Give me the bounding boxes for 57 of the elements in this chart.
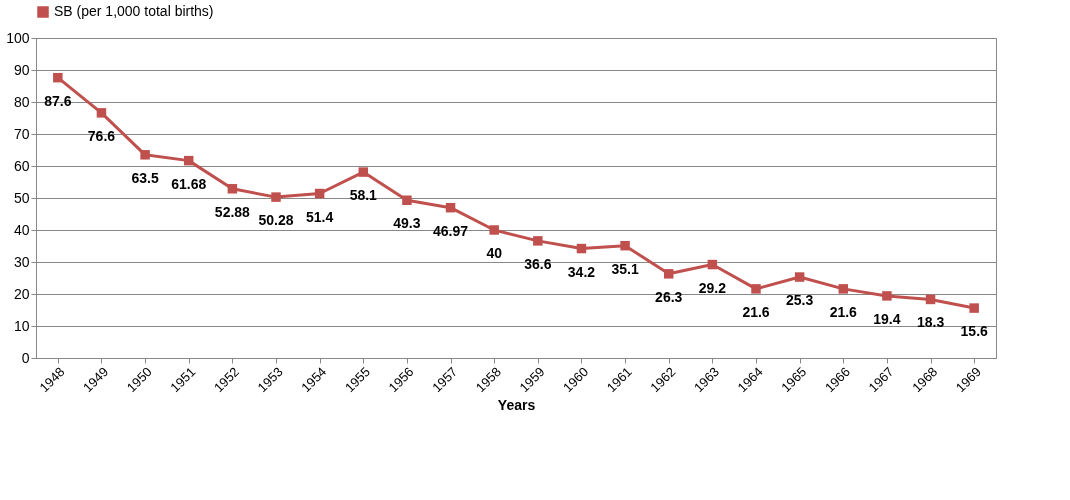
point xyxy=(183,155,194,166)
data-label: 51.4 xyxy=(306,208,334,225)
data-label: 18.3 xyxy=(916,314,945,331)
y-tick-label: 10 xyxy=(13,317,30,334)
data-label: 61.68 xyxy=(171,175,207,192)
point xyxy=(227,184,238,194)
data-label: 19.4 xyxy=(873,310,901,327)
point xyxy=(533,236,543,246)
point xyxy=(96,108,107,118)
point xyxy=(925,294,936,305)
y-tick-label: 50 xyxy=(13,189,30,206)
data-label: 49.3 xyxy=(393,215,421,232)
point xyxy=(53,72,63,83)
point xyxy=(663,269,674,279)
y-tick-label: 100 xyxy=(6,29,30,46)
point xyxy=(838,284,849,294)
data-label: 46.97 xyxy=(433,222,469,239)
x-axis-title: Years xyxy=(497,397,536,414)
y-tick-label: 80 xyxy=(13,93,30,110)
point xyxy=(620,240,630,251)
point xyxy=(271,192,281,202)
y-tick-label: 60 xyxy=(13,157,30,174)
y-tick-label: 0 xyxy=(21,349,30,366)
y-tick-label: 30 xyxy=(13,253,30,270)
data-label: 50.28 xyxy=(258,212,294,229)
data-label: 52.88 xyxy=(214,203,251,220)
data-label: 21.6 xyxy=(742,303,770,320)
data-label: 76.6 xyxy=(87,127,116,144)
data-label: 29.2 xyxy=(698,279,727,296)
point xyxy=(882,291,892,301)
data-label: 21.6 xyxy=(829,303,858,320)
point xyxy=(794,272,805,282)
y-tick-label: 90 xyxy=(13,61,30,78)
point xyxy=(576,243,587,254)
data-label: 34.2 xyxy=(567,263,596,280)
data-label: 40 xyxy=(486,245,503,261)
data-label: 36.6 xyxy=(524,255,552,272)
y-tick-label: 20 xyxy=(13,285,30,302)
data-label: 58.1 xyxy=(349,187,378,204)
point xyxy=(358,167,369,177)
point xyxy=(489,225,499,235)
data-label: 87.6 xyxy=(44,92,72,109)
legend-label: SB (per 1,000 total births) xyxy=(54,3,214,19)
point xyxy=(445,202,456,213)
point xyxy=(140,150,150,160)
point xyxy=(707,259,718,270)
y-tick-label: 40 xyxy=(13,221,30,238)
data-label: 63.5 xyxy=(131,169,159,186)
data-label: 35.1 xyxy=(611,260,639,277)
point xyxy=(969,303,979,313)
point xyxy=(402,195,412,205)
data-label: 25.3 xyxy=(786,292,814,309)
point xyxy=(751,284,761,294)
y-tick-label: 70 xyxy=(13,125,30,142)
data-label: 15.6 xyxy=(960,323,989,340)
data-label: 26.3 xyxy=(655,288,683,305)
point xyxy=(314,188,325,199)
